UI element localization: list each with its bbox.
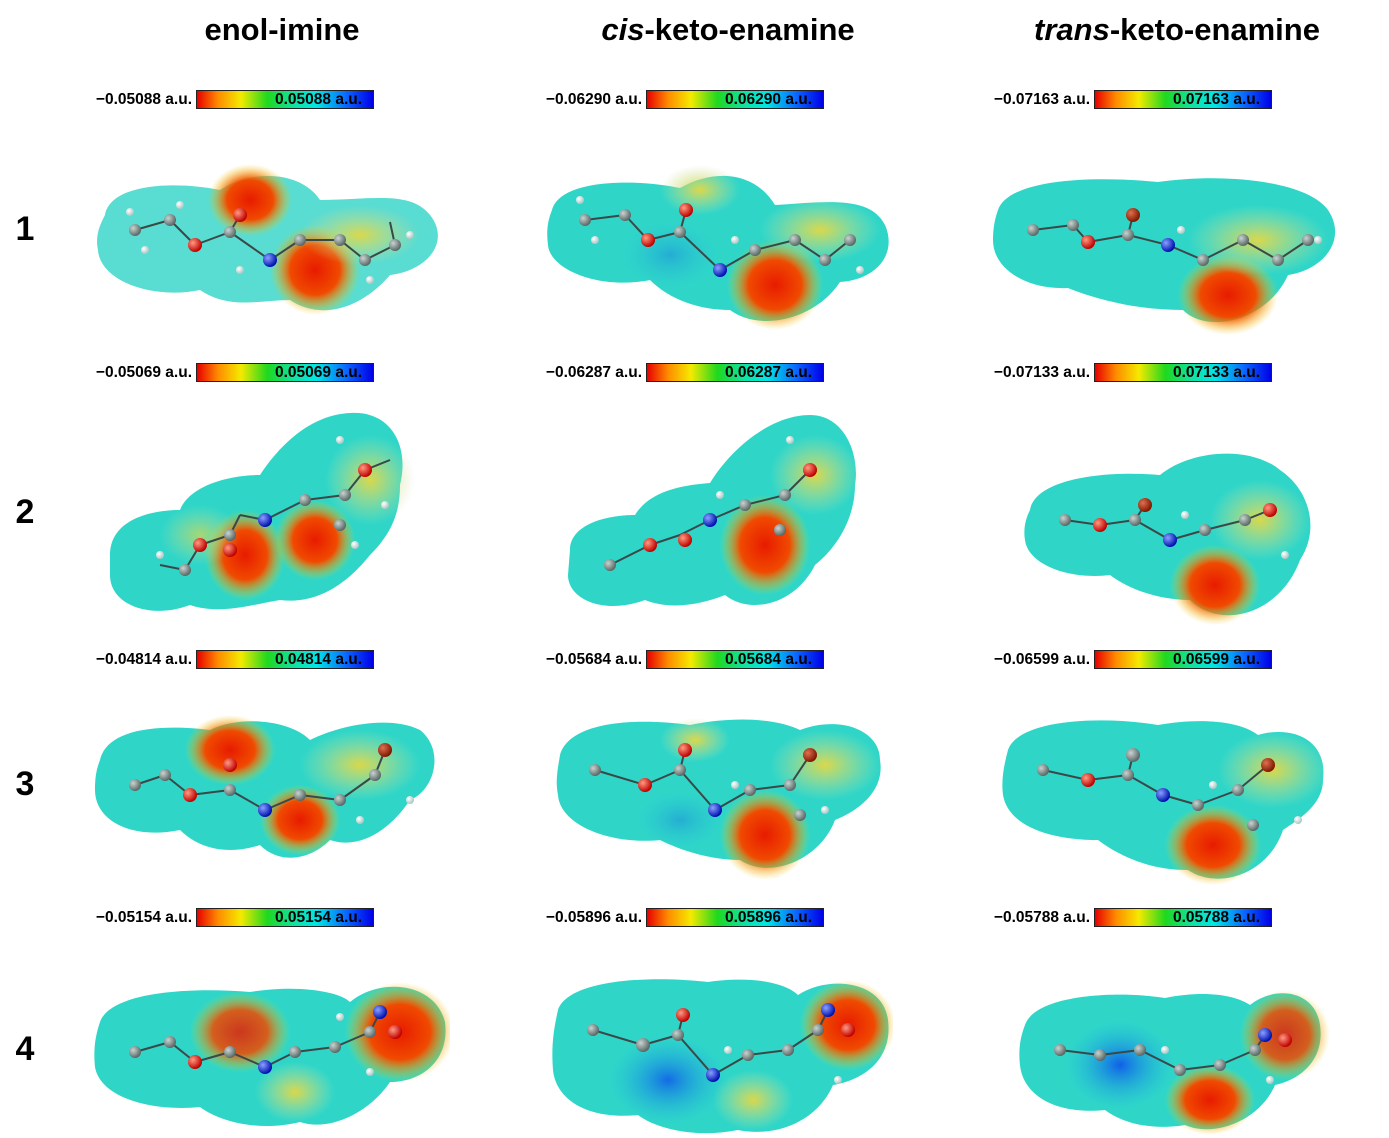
mep-surface [548,970,893,1138]
row-label-4: 4 [10,1030,40,1069]
column-header-text: enol-imine [204,12,359,47]
color-scale: −0.05684 a.u. 0.05684 a.u. [472,649,892,673]
color-scale: −0.05788 a.u. 0.05788 a.u. [920,907,1340,931]
scale-max-label: 0.05684 a.u. [725,651,812,669]
color-scale: −0.07133 a.u. 0.07133 a.u. [920,362,1340,386]
mep-surface [100,405,420,630]
color-scale: −0.06599 a.u. 0.06599 a.u. [920,649,1340,673]
color-scale: −0.07163 a.u. 0.07163 a.u. [920,89,1340,113]
column-header-trans-keto-enamine: trans-keto-enamine [967,12,1387,48]
mep-map-trans-keto-enamine-3 [998,710,1333,890]
mep-map-enol-imine-2 [100,405,420,630]
mep-map-trans-keto-enamine-2 [1020,440,1320,630]
color-scale: −0.05896 a.u. 0.05896 a.u. [472,907,892,931]
mep-surface [988,160,1348,335]
mep-map-cis-keto-enamine-1 [540,160,900,335]
column-header-text: -keto-enamine [1110,12,1320,47]
mep-map-trans-keto-enamine-1 [988,160,1348,335]
mep-map-enol-imine-1 [90,160,450,330]
column-header-cis-keto-enamine: cis-keto-enamine [518,12,938,48]
mep-surface [90,972,450,1138]
row-label-2: 2 [10,493,40,532]
column-header-enol-imine: enol-imine [72,12,492,48]
column-header-text: -keto-enamine [644,12,854,47]
mep-map-trans-keto-enamine-4 [1015,980,1330,1138]
mep-map-cis-keto-enamine-4 [548,970,893,1138]
scale-max-label: 0.05088 a.u. [275,91,362,109]
color-scale: −0.06290 a.u. 0.06290 a.u. [472,89,892,113]
color-scale: −0.05088 a.u. 0.05088 a.u. [22,89,442,113]
scale-min-label: −0.07163 a.u. [994,91,1090,109]
color-scale: −0.05069 a.u. 0.05069 a.u. [22,362,442,386]
scale-min-label: −0.05684 a.u. [546,651,642,669]
mep-surface [90,710,440,875]
mep-surface [560,405,870,620]
scale-min-label: −0.05069 a.u. [96,364,192,382]
color-scale: −0.04814 a.u. 0.04814 a.u. [22,649,442,673]
scale-min-label: −0.06599 a.u. [994,651,1090,669]
scale-max-label: 0.05896 a.u. [725,909,812,927]
column-header-italic: cis [601,12,644,47]
mep-surface [1020,440,1320,630]
scale-min-label: −0.05896 a.u. [546,909,642,927]
scale-min-label: −0.06287 a.u. [546,364,642,382]
color-scale: −0.06287 a.u. 0.06287 a.u. [472,362,892,386]
color-scale: −0.05154 a.u. 0.05154 a.u. [22,907,442,931]
scale-max-label: 0.06599 a.u. [1173,651,1260,669]
column-header-italic: trans [1034,12,1110,47]
scale-max-label: 0.07163 a.u. [1173,91,1260,109]
scale-max-label: 0.05154 a.u. [275,909,362,927]
scale-min-label: −0.06290 a.u. [546,91,642,109]
scale-max-label: 0.05069 a.u. [275,364,362,382]
mep-map-cis-keto-enamine-3 [550,710,890,880]
scale-min-label: −0.05154 a.u. [96,909,192,927]
scale-max-label: 0.06290 a.u. [725,91,812,109]
row-label-1: 1 [10,210,40,249]
scale-min-label: −0.04814 a.u. [96,651,192,669]
mep-map-cis-keto-enamine-2 [560,405,870,620]
mep-surface [540,160,900,335]
mep-surface [550,710,890,880]
scale-max-label: 0.07133 a.u. [1173,364,1260,382]
scale-min-label: −0.05788 a.u. [994,909,1090,927]
scale-max-label: 0.06287 a.u. [725,364,812,382]
mep-surface [998,710,1333,890]
mep-surface [90,160,450,330]
scale-max-label: 0.04814 a.u. [275,651,362,669]
scale-min-label: −0.07133 a.u. [994,364,1090,382]
scale-min-label: −0.05088 a.u. [96,91,192,109]
mep-surface [1015,980,1330,1138]
mep-map-enol-imine-3 [90,710,440,875]
scale-max-label: 0.05788 a.u. [1173,909,1260,927]
mep-map-enol-imine-4 [90,972,450,1138]
row-label-3: 3 [10,765,40,804]
